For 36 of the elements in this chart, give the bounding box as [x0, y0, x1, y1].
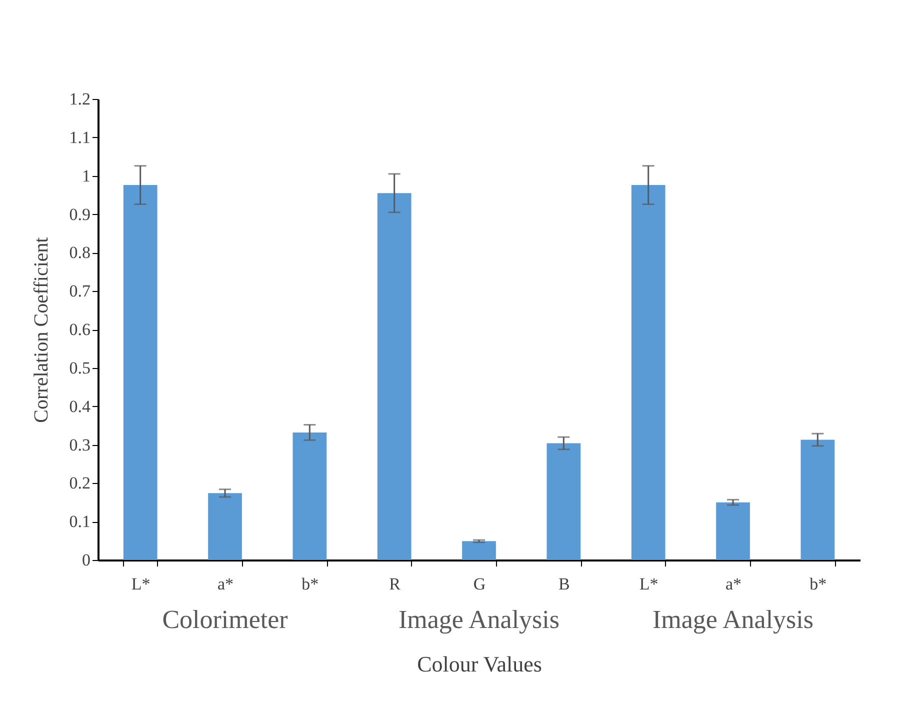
text: Image Analysis [652, 605, 814, 634]
y-tick-label: 0.6 [69, 320, 90, 339]
x-tick-label: a* [725, 574, 742, 594]
bar [631, 185, 666, 560]
x-tick-label: R [389, 574, 402, 594]
y-tick-label: 1.1 [69, 128, 90, 147]
y-tick-label: 0.4 [69, 396, 91, 416]
y-tick-label: 0.9 [69, 204, 90, 224]
y-tick-label: 0.7 [69, 282, 91, 301]
y-tick-label: 0 [82, 550, 90, 570]
y-tick-label: 1.2 [69, 90, 90, 108]
bar [123, 185, 158, 560]
text: Colorimeter [162, 605, 288, 634]
y-tick-label: 1 [82, 166, 90, 186]
bar [208, 493, 242, 560]
x-tick-label: L* [131, 574, 150, 594]
x-tick-label: a* [217, 574, 234, 594]
x-tick-label: b* [810, 574, 827, 594]
y-tick-label: 0.3 [69, 435, 90, 454]
x-tick-label: L* [639, 574, 658, 594]
y-tick-label: 0.2 [69, 474, 90, 493]
x-axis-title: Colour Values [417, 652, 542, 676]
bar [800, 440, 835, 560]
y-tick-label: 0.8 [69, 243, 90, 262]
x-tick-label: G [473, 574, 486, 594]
bar [462, 541, 496, 560]
y-tick-label: 0.1 [69, 512, 90, 532]
bar [716, 502, 750, 560]
y-tick-label: 0.5 [69, 358, 90, 378]
x-tick-label: b* [302, 574, 319, 594]
text: Image Analysis [398, 605, 560, 634]
bar [546, 443, 581, 560]
bar [292, 432, 327, 560]
y-axis-title: Correlation Coefficient [30, 236, 52, 423]
x-tick-label: B [558, 574, 570, 594]
bar [377, 193, 412, 560]
